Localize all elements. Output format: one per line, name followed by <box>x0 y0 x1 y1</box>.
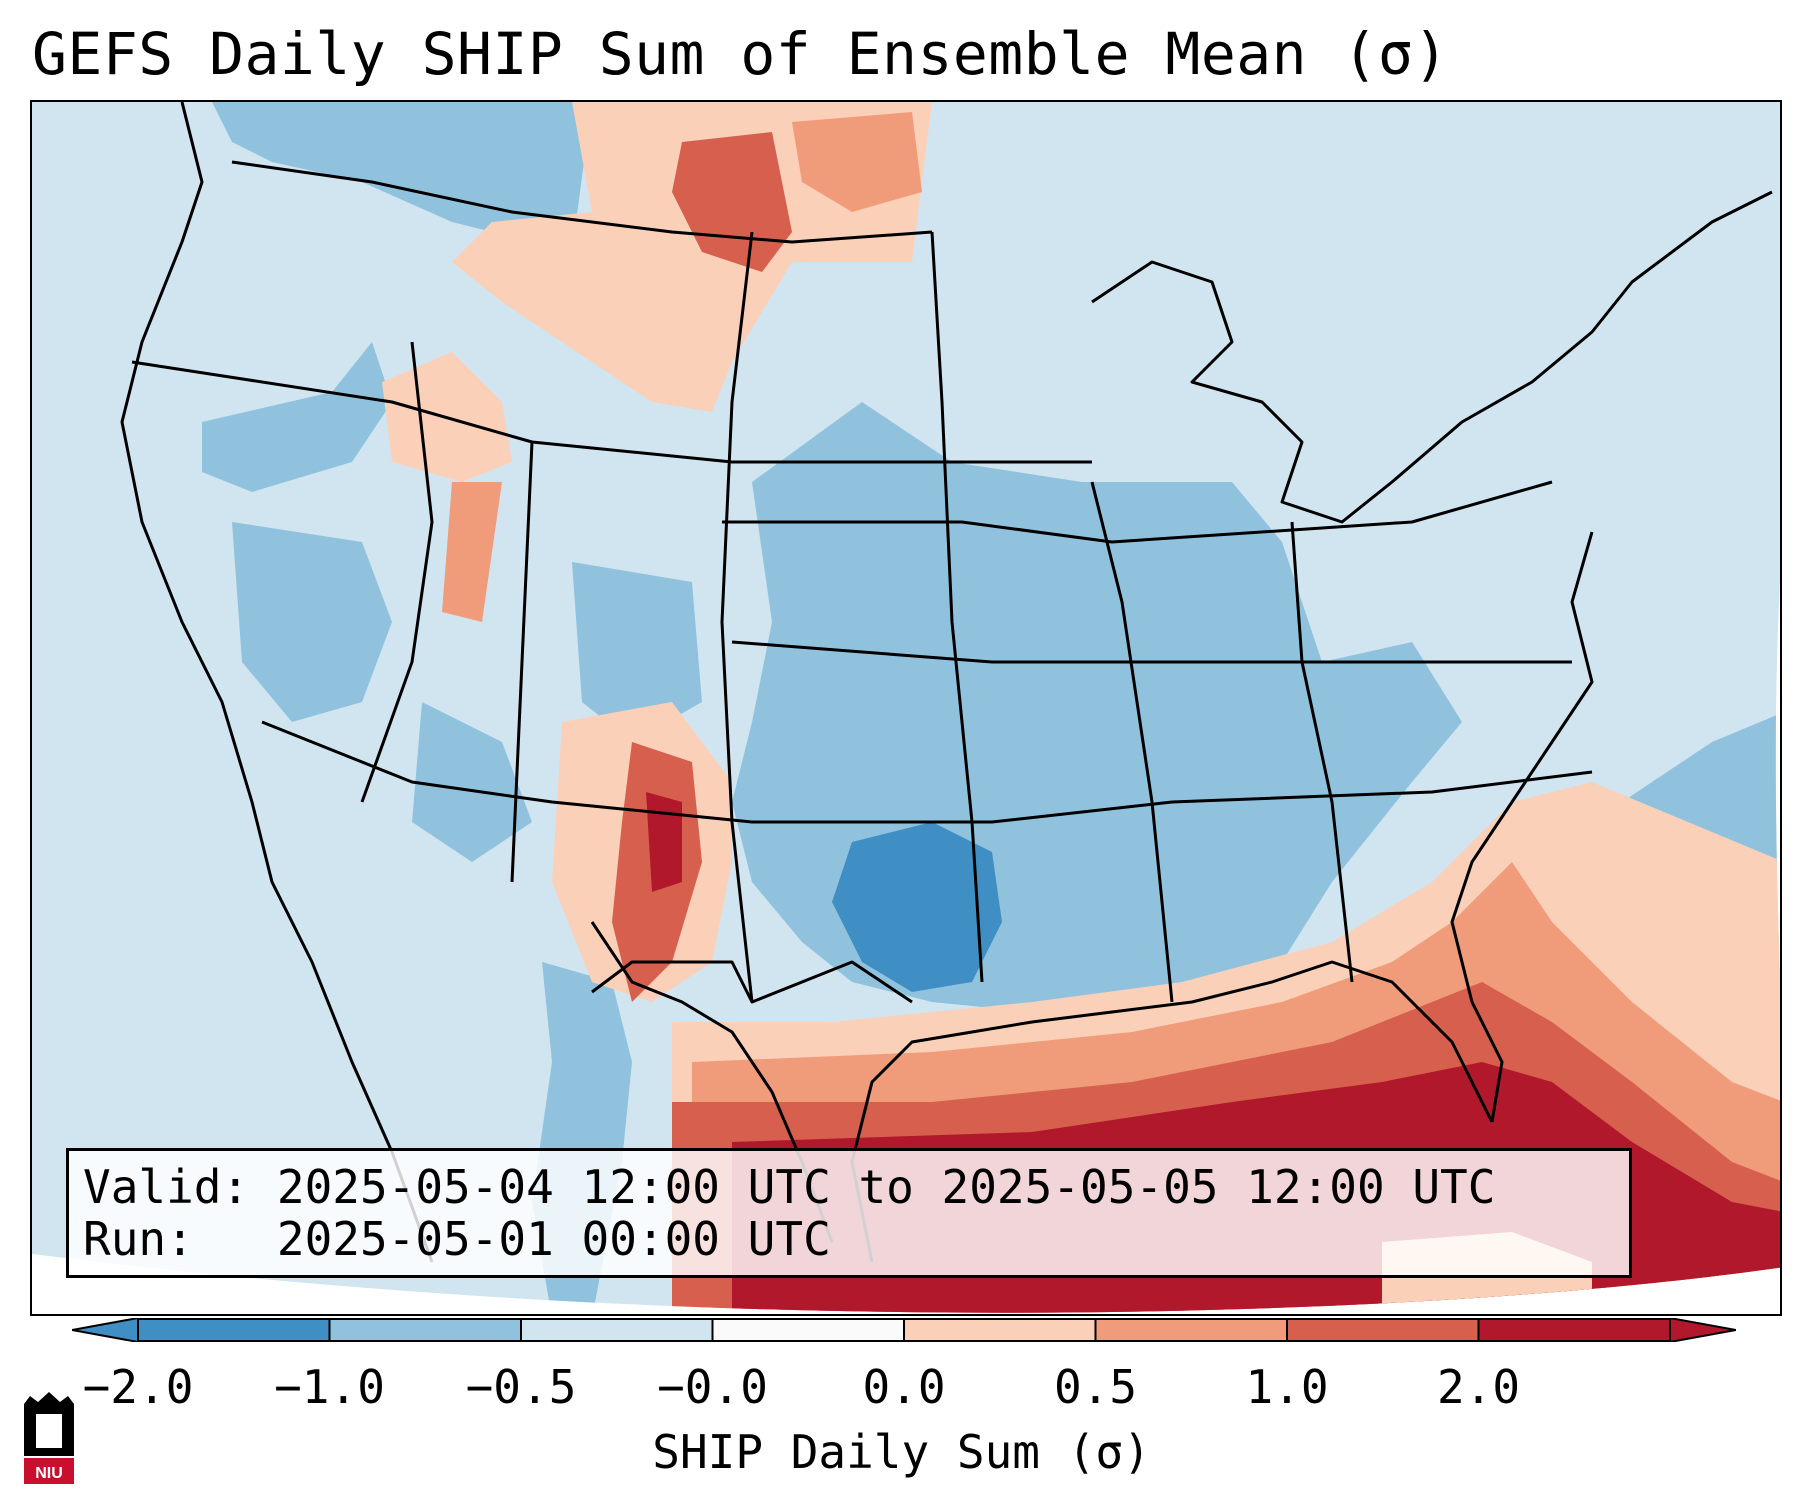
colorbar <box>72 1318 1736 1342</box>
map-canvas <box>32 102 1780 1313</box>
nevada-negative-region <box>232 522 392 722</box>
state-line-1 <box>131 360 1092 464</box>
texas-strong-negative-region <box>832 822 1002 992</box>
colorbar-bin <box>1287 1318 1479 1342</box>
colorbar-tick-label: 0.0 <box>862 1360 946 1414</box>
colorbar-bin <box>904 1318 1096 1342</box>
colorbar-bin <box>521 1318 713 1342</box>
state-line-10 <box>722 480 1553 544</box>
valid-label: Valid: <box>83 1160 250 1214</box>
colorado-negative-region <box>572 562 702 742</box>
colorbar-tick-label: −1.0 <box>274 1360 385 1414</box>
valid-value: 2025-05-04 12:00 UTC to 2025-05-05 12:00… <box>276 1160 1496 1214</box>
map-title: GEFS Daily SHIP Sum of Ensemble Mean (σ) <box>32 20 1449 88</box>
logo-band <box>24 1458 74 1484</box>
alberta-positive-core <box>792 112 922 212</box>
northwest-negative-region <box>212 102 592 252</box>
montana-positive-core <box>672 132 792 272</box>
great-lakes-shore <box>1091 190 1773 524</box>
colorbar-tick-label: 0.5 <box>1053 1360 1138 1414</box>
state-line-11 <box>591 960 913 1004</box>
colorbar-extend-low <box>72 1318 139 1342</box>
state-line-9 <box>731 640 1572 664</box>
colorbar-bin <box>138 1318 330 1342</box>
colorbar-bin <box>712 1318 905 1342</box>
colorbar-bin <box>1478 1318 1671 1342</box>
state-line-2 <box>261 720 1593 824</box>
oregon-negative-region <box>202 342 392 492</box>
colorbar-label: SHIP Daily Sum (σ) <box>652 1425 1151 1479</box>
gulf-coastline <box>850 960 1494 1263</box>
colorbar-extend-high <box>1669 1318 1736 1342</box>
map-panel <box>30 100 1782 1316</box>
canada-border <box>231 160 933 244</box>
logo-tower-window <box>36 1414 62 1448</box>
run-label: Run: <box>83 1212 194 1266</box>
west-coastline <box>120 102 434 1263</box>
colorbar-bin <box>329 1318 522 1342</box>
colorbar-bin <box>1095 1318 1288 1342</box>
colorbar-tick-label: −0.5 <box>465 1360 577 1414</box>
state-line-8 <box>510 441 534 883</box>
state-line-7 <box>1290 521 1354 983</box>
niu-logo: NIU <box>24 1392 74 1484</box>
utah-negative-region <box>412 702 532 862</box>
southwest-positive-max <box>646 792 682 892</box>
nevada-positive-streak <box>442 482 502 622</box>
colorbar-tick-label: 2.0 <box>1436 1360 1521 1414</box>
colorbar-tick-label: −2.0 <box>82 1360 194 1414</box>
boundary-lines <box>120 102 1773 1263</box>
state-line-4 <box>720 231 754 1003</box>
logo-text: NIU <box>35 1465 63 1482</box>
state-line-5 <box>930 231 984 983</box>
run-value: 2025-05-01 00:00 UTC <box>276 1212 831 1266</box>
colorbar-tick-label: −0.0 <box>657 1360 768 1414</box>
info-box: Valid: 2025-05-04 12:00 UTC to 2025-05-0… <box>66 1148 1632 1278</box>
state-line-3 <box>360 341 434 803</box>
east-coastline <box>1450 531 1594 1123</box>
colorbar-tick-label: 1.0 <box>1245 1360 1329 1414</box>
